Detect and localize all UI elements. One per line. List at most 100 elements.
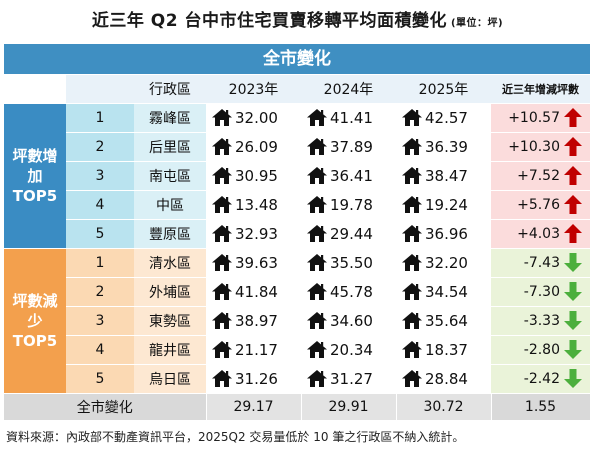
rank-cell: 4	[66, 335, 134, 365]
change-text: +10.30	[508, 139, 560, 155]
value-text: 36.96	[425, 225, 468, 243]
value-text: 38.47	[425, 167, 468, 185]
table-row: 4 中區 13.48 19.78 19.24 +5.76	[4, 190, 590, 220]
change-text: -2.42	[523, 371, 560, 387]
house-icon	[402, 167, 422, 184]
table-row: 2 外埔區 41.84 45.78 34.54 -7.30	[4, 277, 590, 307]
house-icon	[212, 109, 232, 126]
total-row: 全市變化 29.17 29.91 30.72 1.55	[4, 393, 591, 421]
up-arrow-icon	[564, 108, 582, 127]
value-cell-v2023: 32.93	[206, 219, 301, 249]
unit-label: (單位：坪)	[450, 18, 504, 29]
change-text: +4.03	[517, 226, 560, 242]
value-text: 13.48	[235, 196, 278, 214]
district-cell: 外埔區	[134, 277, 206, 307]
value-cell-v2023: 13.48	[206, 190, 301, 220]
house-icon	[307, 225, 327, 242]
value-cell-v2024: 41.41	[301, 103, 396, 133]
value-cell-v2023: 38.97	[206, 306, 301, 336]
rank-cell: 1	[66, 103, 134, 133]
table-body: 坪數增加 TOP5 1 霧峰區 32.00 41.41 42.57 +10.57 2 后里區 26.…	[4, 103, 591, 421]
value-text: 45.78	[330, 283, 373, 301]
value-cell-v2025: 35.64	[396, 306, 491, 336]
value-cell-v2024: 34.60	[301, 306, 396, 336]
change-cell: -2.80	[491, 335, 590, 365]
house-icon	[307, 196, 327, 213]
house-icon	[402, 370, 422, 387]
group-label-line: 坪數增	[12, 147, 58, 165]
change-cell: -2.42	[491, 364, 590, 394]
rank-cell: 1	[66, 248, 134, 278]
value-cell-v2024: 19.78	[301, 190, 396, 220]
house-icon	[307, 167, 327, 184]
district-cell: 清水區	[134, 248, 206, 278]
value-cell-v2025: 34.54	[396, 277, 491, 307]
up-arrow-icon	[564, 195, 582, 214]
house-icon	[212, 283, 232, 300]
value-cell-v2025: 28.84	[396, 364, 491, 394]
value-cell-v2023: 39.63	[206, 248, 301, 278]
value-text: 30.95	[235, 167, 278, 185]
value-cell-v2024: 45.78	[301, 277, 396, 307]
change-cell: -7.30	[491, 277, 590, 307]
value-text: 32.20	[425, 254, 468, 272]
change-text: -3.33	[523, 313, 560, 329]
value-text: 19.24	[425, 196, 468, 214]
house-icon	[307, 312, 327, 329]
group-label-dec: 坪數減少 TOP5	[4, 248, 66, 394]
value-cell-v2023: 30.95	[206, 161, 301, 191]
header-row: 行政區 2023年 2024年 2025年 近三年增減坪數	[4, 75, 590, 104]
value-text: 21.17	[235, 341, 278, 359]
rank-cell: 2	[66, 277, 134, 307]
value-cell-v2025: 18.37	[396, 335, 491, 365]
up-arrow-icon	[564, 166, 582, 185]
value-text: 19.78	[330, 196, 373, 214]
value-cell-v2023: 26.09	[206, 132, 301, 162]
change-text: -7.30	[523, 284, 560, 300]
house-icon	[212, 312, 232, 329]
table-row: 5 烏日區 31.26 31.27 28.84 -2.42	[4, 364, 590, 394]
house-icon	[402, 312, 422, 329]
change-cell: -7.43	[491, 248, 590, 278]
value-text: 37.89	[330, 138, 373, 156]
district-cell: 烏日區	[134, 364, 206, 394]
change-text: +5.76	[517, 197, 560, 213]
value-text: 20.34	[330, 341, 373, 359]
house-icon	[212, 196, 232, 213]
rank-cell: 5	[66, 364, 134, 394]
total-label: 全市變化	[4, 393, 207, 421]
header-2023: 2023年	[206, 75, 301, 104]
rank-cell: 2	[66, 132, 134, 162]
house-icon	[402, 254, 422, 271]
house-icon	[307, 341, 327, 358]
house-icon	[307, 138, 327, 155]
footer-note: 資料來源：內政部不動產資訊平台，2025Q2 交易量低於 10 筆之行政區不納入…	[6, 430, 465, 444]
change-text: -7.43	[523, 255, 560, 271]
total-2023: 29.17	[206, 393, 302, 421]
change-cell: +5.76	[491, 190, 590, 220]
house-icon	[212, 225, 232, 242]
value-text: 32.00	[235, 109, 278, 127]
house-icon	[212, 370, 232, 387]
group-label-line: 少	[27, 312, 43, 330]
value-cell-v2023: 31.26	[206, 364, 301, 394]
change-text: +7.52	[517, 168, 560, 184]
value-text: 42.57	[425, 109, 468, 127]
up-arrow-icon	[564, 137, 582, 156]
change-cell: +4.03	[491, 219, 590, 249]
value-cell-v2025: 36.96	[396, 219, 491, 249]
value-cell-v2025: 32.20	[396, 248, 491, 278]
district-cell: 霧峰區	[134, 103, 206, 133]
value-cell-v2025: 38.47	[396, 161, 491, 191]
title-text: 近三年 Q2 台中市住宅買賣移轉平均面積變化	[91, 11, 447, 31]
value-text: 41.84	[235, 283, 278, 301]
value-text: 26.09	[235, 138, 278, 156]
rank-cell: 4	[66, 190, 134, 220]
value-cell-v2024: 37.89	[301, 132, 396, 162]
section-banner: 全市變化	[4, 44, 590, 74]
value-text: 34.60	[330, 312, 373, 330]
value-cell-v2024: 20.34	[301, 335, 396, 365]
district-cell: 東勢區	[134, 306, 206, 336]
value-text: 31.26	[235, 370, 278, 388]
house-icon	[402, 341, 422, 358]
